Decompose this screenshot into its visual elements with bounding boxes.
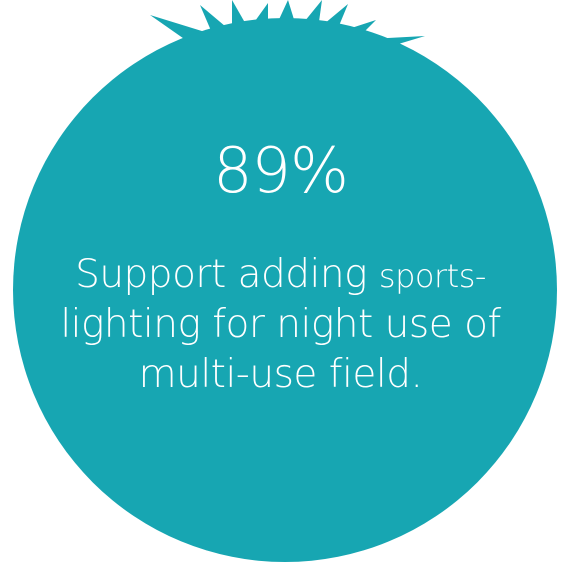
caption-line-3: multi-use field. <box>138 351 423 397</box>
caption-line-1: Support adding sports- <box>18 250 543 300</box>
stat-caption: Support adding sports- lighting for nigh… <box>18 250 543 400</box>
stat-circle <box>13 18 557 562</box>
caption-line-1-main: Support adding <box>75 252 379 297</box>
stat-value: 89% <box>213 134 349 207</box>
caption-line-1-tail: sports- <box>378 257 486 295</box>
caption-line-2: lighting for night use of <box>60 301 501 347</box>
